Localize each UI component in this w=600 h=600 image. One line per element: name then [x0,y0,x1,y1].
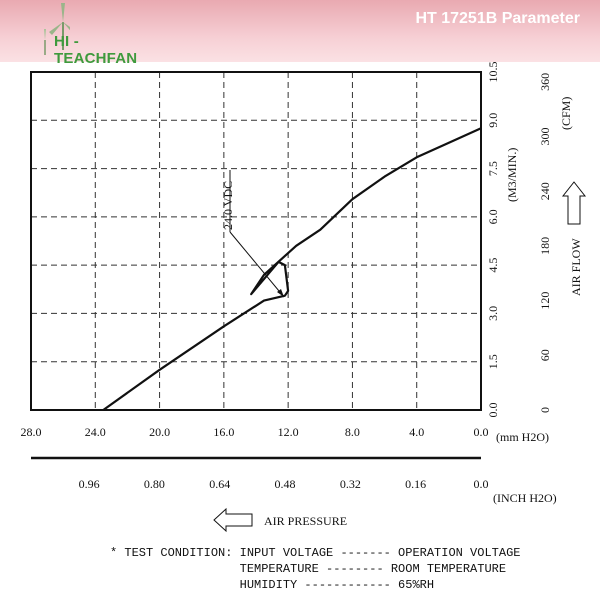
logo-text: HI - TEACHFAN [54,33,138,67]
x-tick-label-mm: 12.0 [278,425,299,439]
y-tick-label-cfm: 180 [538,237,552,255]
x-tick-label-mm: 20.0 [149,425,170,439]
y-tick-label-cfm: 360 [538,73,552,91]
y-tick-label-m3: 4.5 [486,258,500,273]
y-tick-label-m3: 10.5 [486,62,500,83]
series-line-24vdc [102,127,482,411]
x-unit-inch: (INCH H2O) [493,491,557,505]
y-tick-label-cfm: 240 [538,182,552,200]
curve-annotation: 24.0 VDC [221,181,235,230]
x-ticks-inch: 0.96 0.80 0.64 0.48 0.32 0.16 0.0 [79,477,489,491]
air-pressure-arrow-icon [213,507,253,533]
y-tick-label-cfm: 60 [538,349,552,361]
y-tick-label-m3: 6.0 [486,209,500,224]
header-banner: HI - TEACHFAN HT 17251B Parameter [0,0,600,67]
x-tick-label-inch: 0.96 [79,477,100,491]
x-tick-label-mm: 16.0 [213,425,234,439]
air-flow-arrow-icon [561,181,587,225]
page-title: HT 17251B Parameter [415,10,580,27]
x-tick-label-inch: 0.16 [405,477,426,491]
y-unit-m3: (M3/MIN.) [505,148,519,202]
y-tick-label-cfm: 300 [538,128,552,146]
x-tick-label-mm: 8.0 [345,425,360,439]
y-tick-label-cfm: 0 [538,407,552,413]
y-axis-title: AIR FLOW [569,238,583,296]
x-tick-label-mm: 4.0 [409,425,424,439]
plot-frame [30,71,482,411]
chart-grid [31,72,481,410]
x-tick-label-mm: 24.0 [85,425,106,439]
wind-turbine-icon [44,3,70,55]
y-tick-label-m3: 9.0 [486,113,500,128]
annotation-leader [229,231,285,298]
y-tick-label-m3: 1.5 [486,354,500,369]
curve-layer [102,127,482,411]
y-tick-label-m3: 3.0 [486,306,500,321]
condition-line-2: TEMPERATURE -------- ROOM TEMPERATURE [110,562,506,576]
condition-line-3: HUMIDITY ------------ 65%RH [110,578,434,592]
logo: HI - TEACHFAN [10,0,160,67]
y-ticks-m3: 0.0 1.5 3.0 4.5 6.0 7.5 9.0 10.5 [486,62,500,418]
y-tick-label-cfm: 120 [538,292,552,310]
y-ticks-cfm: 0 60 120 180 240 300 360 [538,73,552,413]
x-unit-mm: (mm H2O) [496,430,549,444]
x-tick-label-inch: 0.32 [340,477,361,491]
x-axis-title: AIR PRESSURE [264,514,347,528]
x-tick-label-mm: 0.0 [474,425,489,439]
x-tick-label-inch: 0.0 [474,477,489,491]
x-tick-label-inch: 0.80 [144,477,165,491]
y-unit-cfm: (CFM) [559,97,573,130]
y-tick-label-m3: 0.0 [486,403,500,418]
annotation-arrowhead [277,289,284,297]
x-ticks-mm: 28.0 24.0 20.0 16.0 12.0 8.0 4.0 0.0 [21,425,489,439]
x-tick-label-inch: 0.48 [275,477,296,491]
x-tick-label-inch: 0.64 [209,477,230,491]
condition-line-1: * TEST CONDITION: INPUT VOLTAGE ------- … [110,546,520,560]
x-tick-label-mm: 28.0 [21,425,42,439]
y-tick-label-m3: 7.5 [486,161,500,176]
